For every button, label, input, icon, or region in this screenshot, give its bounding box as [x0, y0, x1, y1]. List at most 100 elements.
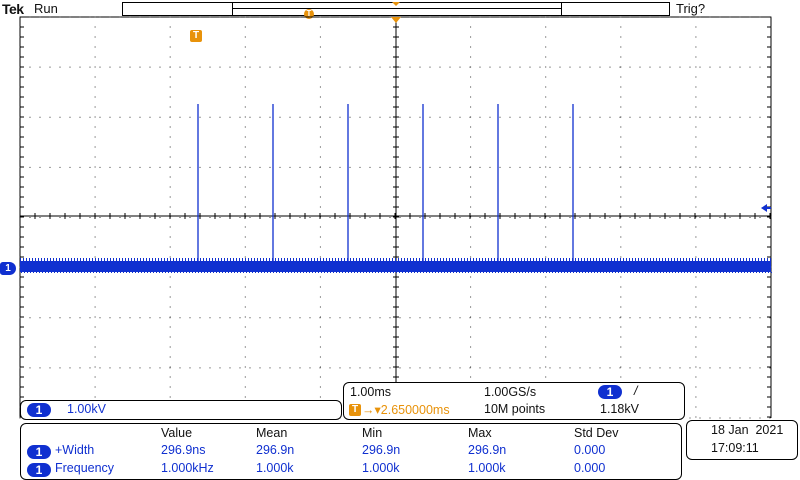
grid-dot — [539, 16, 541, 18]
grid-dot — [620, 336, 622, 338]
grid-dot — [739, 417, 741, 419]
grid-dot — [589, 166, 591, 168]
grid-dot — [479, 217, 481, 218]
grid-dot — [459, 317, 461, 319]
grid-dot — [519, 166, 521, 168]
grid-dot — [119, 116, 121, 118]
grid-dot — [399, 66, 401, 68]
grid-dot — [529, 116, 531, 118]
grid-dot — [559, 166, 561, 168]
grid-dot — [329, 317, 331, 319]
grid-dot — [470, 256, 472, 258]
grid-dot — [169, 136, 171, 138]
grid-dot — [99, 66, 101, 68]
trigger-position-marker-icon[interactable] — [391, 17, 401, 23]
trace-noise — [438, 272, 439, 273]
measurement-2-mean: 1.000k — [256, 461, 294, 475]
grid-dot — [729, 66, 731, 68]
acquisition-panel[interactable]: 1.00ms 1.00GS/s 1 / T →▾2.650000ms 10M p… — [343, 382, 685, 420]
grid-dot — [339, 166, 341, 168]
grid-dot — [94, 306, 96, 308]
grid-dot — [689, 116, 691, 118]
trace-noise — [434, 258, 435, 261]
grid-dot — [329, 16, 331, 18]
acquisition-state[interactable]: Run — [34, 1, 58, 16]
grid-dot — [229, 166, 231, 168]
trace-noise — [599, 258, 600, 261]
grid-dot — [299, 66, 301, 68]
trace-noise — [354, 272, 355, 273]
measurement-panel[interactable]: Value Mean Min Max Std Dev 1 +Width 296.… — [20, 423, 682, 480]
grid-dot — [94, 356, 96, 358]
grid-dot — [499, 66, 501, 68]
grid-dot — [629, 66, 631, 68]
grid-dot — [149, 166, 151, 168]
grid-dot — [470, 216, 472, 218]
trace-noise — [711, 272, 712, 273]
trace-noise — [419, 258, 420, 261]
trace-noise — [638, 258, 639, 261]
trace-noise — [206, 258, 207, 261]
trace-noise — [209, 258, 210, 261]
trace-noise — [195, 272, 196, 273]
grid-dot — [620, 166, 622, 168]
channel-1-badge: 1 — [27, 403, 51, 417]
grid-dot — [249, 217, 251, 218]
grid-dot — [629, 116, 631, 118]
grid-dot — [319, 56, 321, 58]
grid-dot — [209, 317, 211, 319]
grid-dot — [409, 16, 411, 18]
grid-dot — [689, 417, 691, 419]
trigger-slope-icon: / — [634, 384, 638, 398]
grid-dot — [469, 166, 471, 168]
trace-noise — [513, 272, 514, 273]
grid-dot — [739, 367, 741, 369]
trace-noise — [476, 258, 477, 261]
grid-dot — [179, 367, 181, 369]
grid-dot — [439, 166, 441, 168]
grid-dot — [749, 16, 751, 18]
grid-dot — [429, 367, 431, 369]
trigger-point-icon[interactable]: T — [190, 25, 202, 43]
channel-1-ground-marker[interactable]: 1 — [0, 262, 16, 275]
trace-noise — [216, 272, 217, 273]
grid-dot — [179, 16, 181, 18]
grid-dot — [399, 217, 401, 218]
trace-noise — [611, 258, 612, 261]
grid-dot — [69, 317, 71, 319]
grid-dot — [169, 396, 171, 398]
grid-dot — [469, 317, 471, 319]
grid-dot — [409, 116, 411, 118]
grid-dot — [319, 76, 321, 78]
trace-noise — [255, 272, 256, 273]
grid-dot — [620, 16, 622, 18]
grid-dot — [699, 166, 701, 168]
grid-dot — [244, 316, 246, 318]
trace-noise — [111, 272, 112, 273]
grid-dot — [244, 346, 246, 348]
trace-noise — [594, 272, 595, 273]
grid-dot — [469, 116, 471, 118]
grid-dot — [470, 356, 472, 358]
datetime-panel[interactable]: 18 Jan 2021 17:09:11 — [686, 420, 798, 460]
trace-noise — [383, 258, 384, 261]
grid-dot — [94, 176, 96, 178]
trace-noise — [185, 258, 186, 261]
trace-noise — [239, 258, 240, 261]
channel-scale-panel[interactable]: 1 1.00kV — [20, 400, 342, 420]
trace-noise — [147, 272, 148, 273]
trace-noise — [50, 258, 51, 261]
grid-dot — [729, 166, 731, 168]
trace-noise — [489, 272, 490, 273]
grid-dot — [699, 66, 701, 68]
trace-noise — [26, 258, 27, 261]
trace-noise — [510, 272, 511, 273]
grid-dot — [479, 16, 481, 18]
measurement-2-min: 1.000k — [362, 461, 400, 475]
grid-dot — [639, 367, 641, 369]
grid-dot — [695, 196, 697, 198]
grid-dot — [169, 146, 171, 148]
trigger-level-marker-icon[interactable] — [761, 204, 771, 212]
grid-dot — [449, 16, 451, 18]
grid-dot — [545, 16, 547, 18]
